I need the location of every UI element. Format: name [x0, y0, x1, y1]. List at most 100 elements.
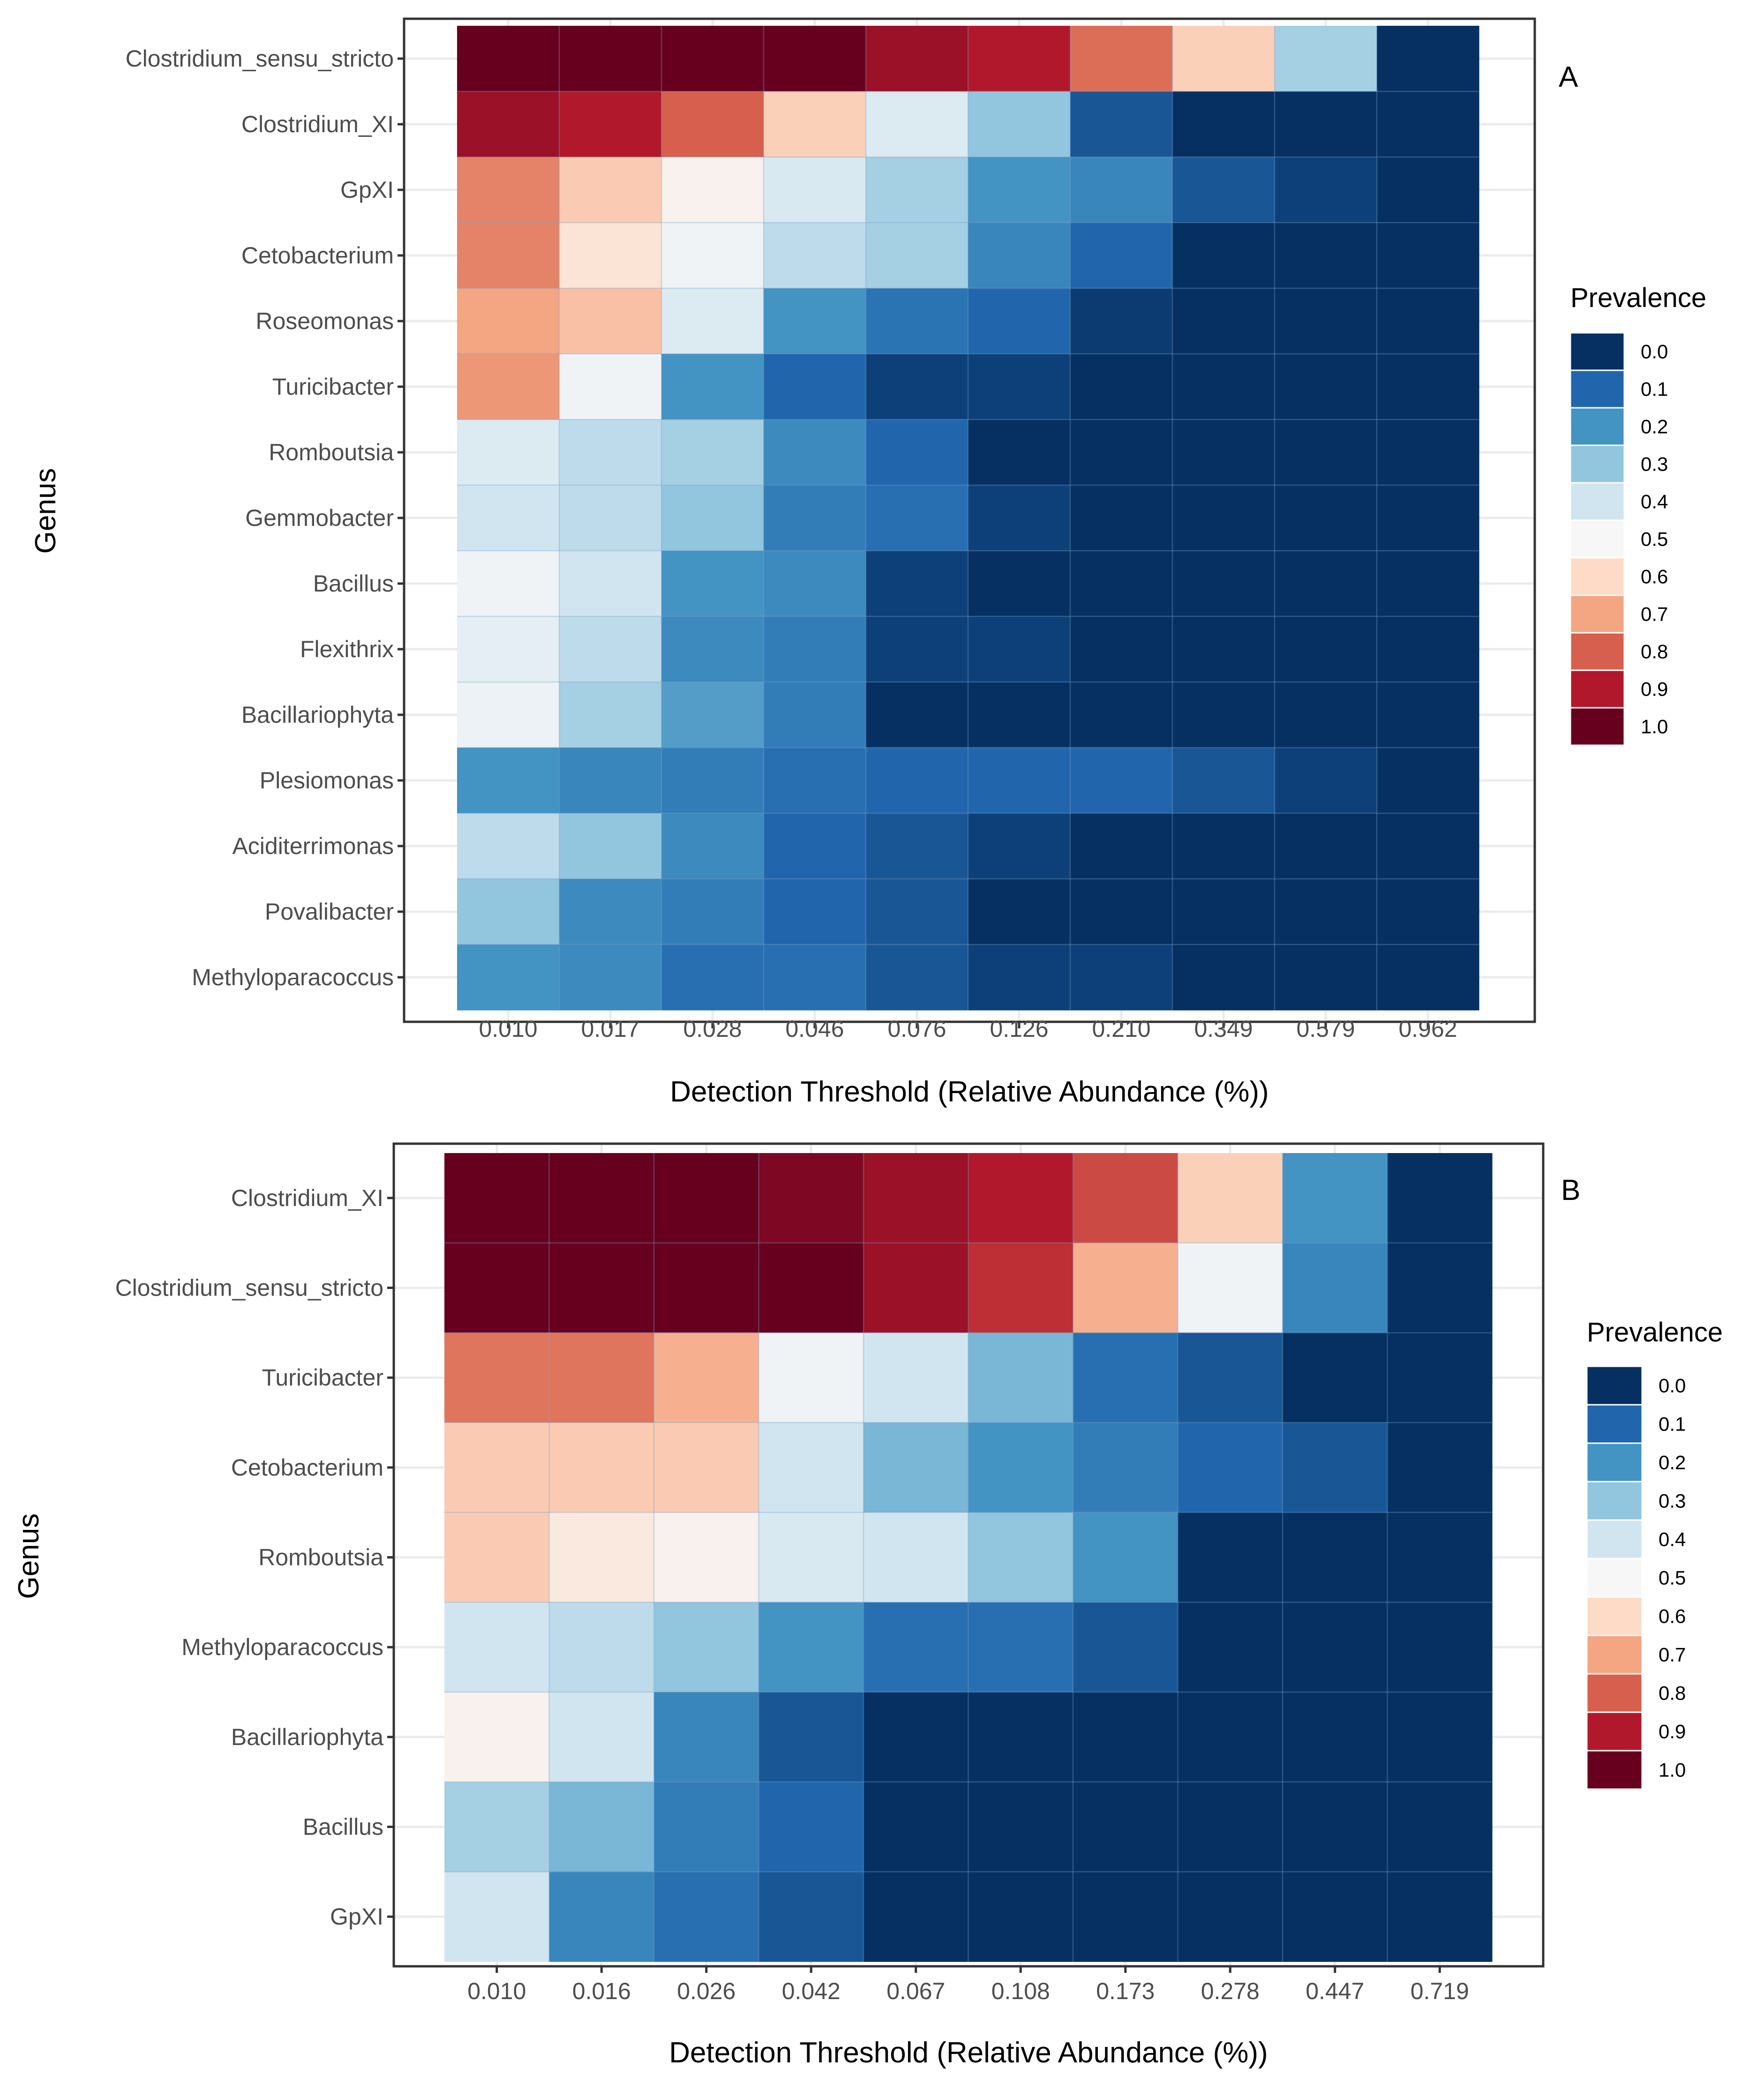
- legend-key: [1586, 1711, 1643, 1752]
- heatmap-cell: [1387, 1782, 1493, 1872]
- legend-key: [1586, 1596, 1643, 1636]
- heatmap-cell: [549, 1782, 654, 1872]
- legend-label: 0.9: [1641, 678, 1668, 700]
- heatmap-cell: [1275, 485, 1377, 551]
- legend-label: 0.7: [1659, 1644, 1686, 1666]
- heatmap-cell: [559, 223, 662, 289]
- panel-border: [392, 1142, 1545, 1968]
- heatmap-cell: [968, 879, 1071, 945]
- heatmap-cell: [1070, 879, 1173, 945]
- heatmap-cell: [661, 420, 764, 486]
- heatmap-cell: [457, 288, 560, 354]
- x-tick-label: 0.447: [1306, 1978, 1364, 2004]
- legend-label: 0.6: [1659, 1605, 1686, 1627]
- heatmap-cell: [863, 1423, 969, 1513]
- heatmap-cell: [968, 420, 1071, 486]
- heatmap-cell: [1178, 1243, 1283, 1333]
- heatmap-cell: [764, 944, 866, 1011]
- legend-key: [1586, 1673, 1643, 1713]
- legend-label: 0.4: [1641, 491, 1668, 513]
- heatmap-cell: [1070, 157, 1173, 223]
- heatmap-cell: [559, 157, 662, 223]
- legend-key: [1569, 444, 1625, 484]
- heatmap-cell: [1073, 1243, 1179, 1333]
- heatmap-cell: [559, 420, 662, 486]
- x-tick-label: 0.173: [1096, 1978, 1155, 2004]
- heatmap-cell: [1172, 157, 1275, 223]
- y-tick-label: Bacillariophyta: [231, 1724, 383, 1750]
- heatmap-cell: [1172, 91, 1275, 157]
- heatmap-cell: [559, 813, 662, 879]
- heatmap-cell: [559, 91, 662, 157]
- heatmap-cell: [764, 91, 866, 157]
- heatmap-cell: [1377, 354, 1479, 420]
- heatmap-cell: [549, 1333, 654, 1423]
- heatmap-cell: [1283, 1243, 1388, 1333]
- heatmap-cell: [1172, 616, 1275, 682]
- heatmap-cell: [1275, 616, 1377, 682]
- x-tick-label: 0.028: [683, 1016, 742, 1042]
- heatmap-cell: [1275, 91, 1377, 157]
- legend-key: [1586, 1442, 1643, 1483]
- heatmap-cell: [1387, 1872, 1493, 1962]
- heatmap-cell: [863, 1782, 969, 1872]
- heatmap-cell: [866, 616, 968, 682]
- heatmap-cell: [457, 879, 560, 945]
- heatmap-cell: [559, 748, 662, 814]
- heatmap-cell: [457, 944, 560, 1011]
- heatmap-cell: [1070, 551, 1173, 617]
- y-tick-label: Clostridium_sensu_stricto: [115, 1275, 383, 1301]
- x-tick-label: 0.017: [581, 1016, 639, 1042]
- heatmap-cell: [444, 1153, 550, 1244]
- heatmap-cell: [758, 1153, 864, 1244]
- y-tick-label: Turicibacter: [262, 1364, 383, 1391]
- heatmap-cell: [444, 1692, 550, 1783]
- heatmap-cell: [1377, 223, 1479, 289]
- heatmap-cell: [968, 1333, 1073, 1423]
- heatmap-cell: [444, 1512, 550, 1603]
- heatmap-cell: [1377, 157, 1479, 223]
- heatmap-cell: [1178, 1333, 1283, 1423]
- y-tick-label: Clostridium_XI: [231, 1185, 383, 1211]
- y-tick-label: Romboutsia: [269, 439, 394, 465]
- heatmap-cell: [559, 944, 662, 1011]
- heatmap-cell: [1070, 26, 1173, 92]
- heatmap-cell: [866, 551, 968, 617]
- y-tick-label: Flexithrix: [300, 636, 394, 662]
- heatmap-cell: [1387, 1602, 1493, 1693]
- heatmap-cell: [1172, 485, 1275, 551]
- heatmap-cell: [549, 1512, 654, 1603]
- heatmap-cell: [1275, 288, 1377, 354]
- heatmap-cell: [1172, 420, 1275, 486]
- legend-key: [1569, 669, 1625, 709]
- heatmap-cell: [968, 1243, 1073, 1333]
- y-tick-label: Clostridium_sensu_stricto: [126, 45, 394, 72]
- heatmap-cell: [866, 354, 968, 420]
- legend-label: 0.3: [1641, 453, 1668, 475]
- y-tick-label: Bacillariophyta: [241, 702, 394, 728]
- y-tick-label: Cetobacterium: [241, 242, 394, 269]
- heatmap-cell: [866, 485, 968, 551]
- heatmap-cell: [863, 1153, 969, 1244]
- y-axis-title: Genus: [13, 1514, 45, 1599]
- heatmap-cell: [1377, 879, 1479, 945]
- heatmap-cell: [661, 682, 764, 748]
- heatmap-cell: [1172, 551, 1275, 617]
- y-tick-label: Romboutsia: [258, 1544, 383, 1571]
- legend-key: [1586, 1519, 1643, 1559]
- heatmap-cell: [549, 1872, 654, 1962]
- legend-key: [1569, 332, 1625, 371]
- legend-key: [1569, 407, 1625, 446]
- heatmap-cell: [764, 551, 866, 617]
- heatmap-cell: [968, 1872, 1073, 1962]
- heatmap-cell: [1178, 1512, 1283, 1603]
- heatmap-cell: [1275, 944, 1377, 1011]
- y-tick-label: Bacillus: [313, 570, 394, 597]
- heatmap-cell: [654, 1602, 759, 1693]
- heatmap-cell: [1377, 682, 1479, 748]
- heatmap-cell: [1275, 223, 1377, 289]
- heatmap-cell: [457, 682, 560, 748]
- heatmap-cell: [1073, 1423, 1179, 1513]
- heatmap-cell: [654, 1782, 759, 1872]
- chart-root: Clostridium_sensu_stricto Clostridium_XI G…: [13, 17, 1723, 2069]
